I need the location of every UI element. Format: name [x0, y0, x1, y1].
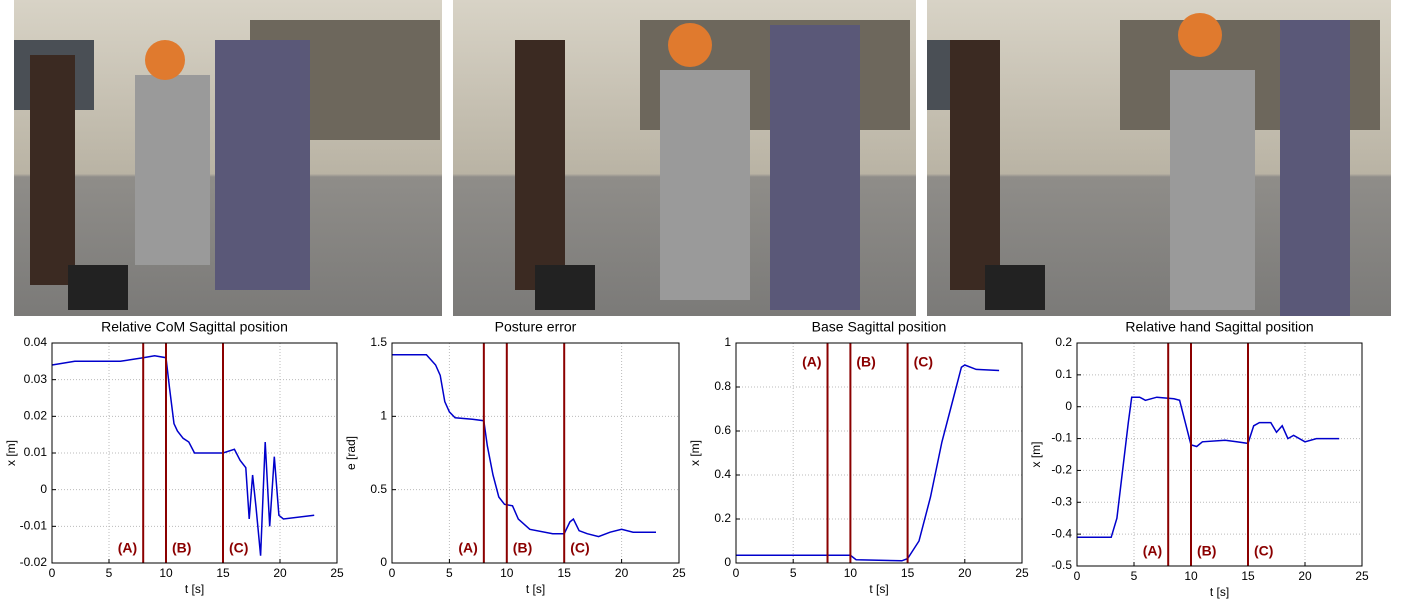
photo: [927, 0, 1391, 316]
y-tick-label: 0.04: [24, 335, 48, 349]
x-tick-label: 20: [615, 566, 629, 580]
x-tick-label: 5: [790, 566, 797, 580]
chart-title: Posture error: [495, 319, 577, 335]
event-label: (A): [458, 540, 477, 556]
chart: -0.5 -0.4 -0.3 -0.2 -0.1 0 0.1 0.2 0 5 10 15 20 25 (A)…: [1029, 319, 1369, 599]
event-label: (A): [1143, 543, 1162, 559]
y-axis-label: x [m]: [688, 440, 702, 466]
event-label: (C): [914, 354, 933, 370]
x-tick-label: 10: [159, 566, 173, 580]
y-tick-label: 1.5: [370, 335, 387, 349]
x-tick-label: 0: [389, 566, 396, 580]
y-tick-label: 1: [380, 409, 387, 423]
x-tick-label: 25: [330, 566, 344, 580]
figure: -0.02-0.0100.010.020.030.040510152025(A)…: [0, 0, 1404, 604]
y-tick-label: 0.1: [1055, 367, 1072, 381]
y-tick-label: -0.5: [1051, 558, 1072, 572]
x-tick-label: 0: [1074, 569, 1081, 583]
x-tick-label: 5: [446, 566, 453, 580]
y-tick-label: 0: [724, 555, 731, 569]
x-axis-label: t [s]: [185, 582, 204, 596]
chart-title: Base Sagittal position: [812, 319, 947, 335]
y-tick-label: 0: [380, 555, 387, 569]
y-tick-label: -0.1: [1051, 431, 1072, 445]
x-tick-label: 10: [844, 566, 858, 580]
x-tick-label: 15: [558, 566, 572, 580]
photo: [14, 0, 442, 316]
y-tick-label: 0: [40, 482, 47, 496]
y-tick-label: 0.6: [714, 423, 731, 437]
y-tick-label: -0.01: [20, 519, 48, 533]
event-label: (C): [570, 540, 589, 556]
x-tick-label: 10: [500, 566, 514, 580]
event-label: (B): [513, 540, 532, 556]
x-tick-label: 5: [1131, 569, 1138, 583]
y-tick-label: 0.8: [714, 379, 731, 393]
x-tick-label: 25: [672, 566, 686, 580]
x-tick-label: 10: [1184, 569, 1198, 583]
x-tick-label: 15: [216, 566, 230, 580]
chart-title: Relative CoM Sagittal position: [101, 319, 288, 335]
x-tick-label: 20: [1298, 569, 1312, 583]
y-tick-label: 0.03: [24, 372, 48, 386]
y-tick-label: 0.4: [714, 467, 731, 481]
event-label: (A): [118, 540, 137, 556]
y-tick-label: 0.02: [24, 409, 48, 423]
y-tick-label: 0.2: [1055, 335, 1072, 349]
event-label: (B): [1197, 543, 1216, 559]
y-axis-label: x [m]: [1029, 442, 1043, 468]
y-tick-label: -0.3: [1051, 494, 1072, 508]
y-axis-label: e [rad]: [344, 436, 358, 470]
x-tick-label: 15: [1241, 569, 1255, 583]
event-label: (B): [172, 540, 191, 556]
x-tick-label: 25: [1015, 566, 1029, 580]
chart: -0.02 -0.01 0 0.01 0.02 0.03 0.04 0 5 10 15 20 25 (A)…: [4, 319, 344, 596]
x-tick-label: 0: [49, 566, 56, 580]
y-tick-label: 0: [1065, 399, 1072, 413]
y-axis-label: x [m]: [4, 440, 18, 466]
x-tick-label: 25: [1355, 569, 1369, 583]
event-label: (C): [229, 540, 248, 556]
y-tick-label: -0.02: [20, 555, 48, 569]
y-tick-label: 0.5: [370, 482, 387, 496]
x-tick-label: 15: [901, 566, 915, 580]
y-tick-label: -0.2: [1051, 463, 1072, 477]
x-axis-label: t [s]: [1210, 585, 1229, 599]
plot-area: [1077, 343, 1362, 566]
x-tick-label: 5: [106, 566, 113, 580]
x-axis-label: t [s]: [869, 582, 888, 596]
y-tick-label: -0.4: [1051, 526, 1072, 540]
chart-title: Relative hand Sagittal position: [1125, 319, 1313, 335]
x-axis-label: t [s]: [526, 582, 545, 596]
x-tick-label: 20: [958, 566, 972, 580]
plot-area: [736, 343, 1022, 563]
event-label: (B): [856, 354, 875, 370]
y-tick-label: 0.2: [714, 511, 731, 525]
event-label: (C): [1254, 543, 1273, 559]
photo: [453, 0, 916, 316]
event-label: (A): [802, 354, 821, 370]
chart: 0 0.5 1 1.5 0 5 10 15 20 25 (A) (B) (C) Posture error…: [344, 319, 686, 596]
x-tick-label: 0: [733, 566, 740, 580]
x-tick-label: 20: [273, 566, 287, 580]
y-tick-label: 1: [724, 335, 731, 349]
y-tick-label: 0.01: [24, 445, 48, 459]
